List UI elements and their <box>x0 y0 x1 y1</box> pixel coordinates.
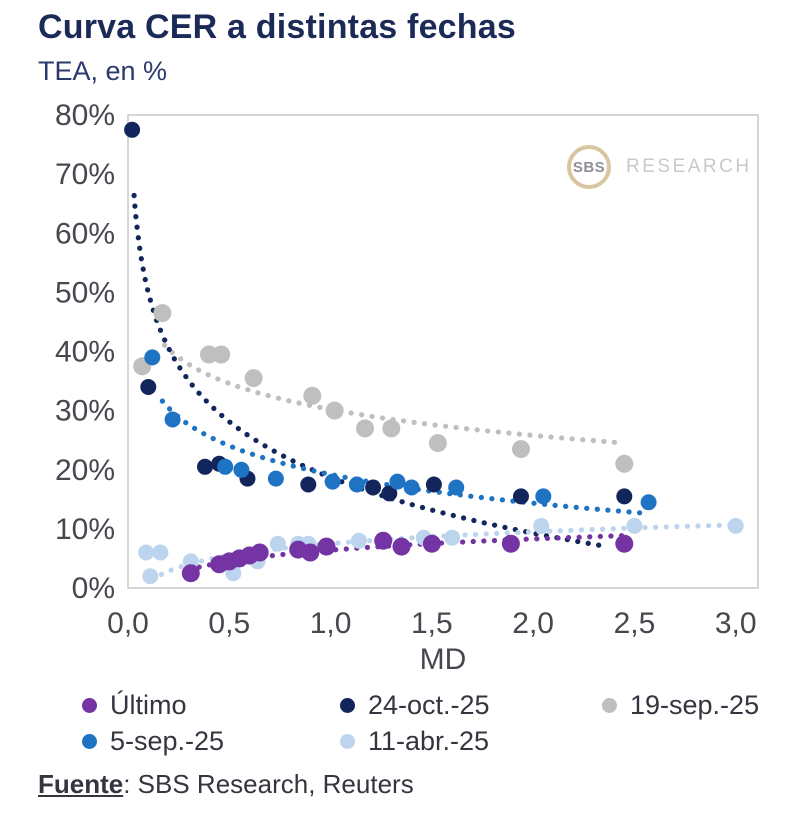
data-point-Último <box>392 537 411 556</box>
data-point-Último <box>374 531 393 550</box>
y-tick-label: 10% <box>55 513 115 546</box>
data-point-19-sep.-25 <box>303 386 322 405</box>
data-point-11-abr.-25 <box>727 517 744 534</box>
data-point-Último <box>301 543 320 562</box>
legend-item-5-sep-25: 5-sep.-25 <box>82 726 340 757</box>
legend-row-2: 5-sep.-25 11-abr.-25 <box>82 723 792 759</box>
data-point-24-oct.-25 <box>140 379 157 395</box>
legend-item-24-oct-25: 24-oct.-25 <box>340 690 602 721</box>
5-sep-25-marker-icon <box>82 733 97 749</box>
data-point-19-sep.-25 <box>615 454 634 473</box>
legend-label-24-oct-25: 24-oct.-25 <box>368 689 490 720</box>
data-point-24-oct.-25 <box>124 121 141 138</box>
legend-label-5-sep-25: 5-sep.-25 <box>110 725 225 756</box>
trendline-11-abr.-25 <box>149 522 743 583</box>
legend-item-19-sep-25: 19-sep.-25 <box>602 690 759 721</box>
sbs-logo-abbr: SBS <box>572 158 606 176</box>
data-point-19-sep.-25 <box>512 440 530 459</box>
data-point-5-sep.-25 <box>403 479 420 496</box>
y-tick-label: 60% <box>55 217 115 250</box>
trendline-19-sep.-25 <box>161 342 621 446</box>
data-point-24-oct.-25 <box>616 488 633 505</box>
legend-item-ultimo: Último <box>82 690 340 721</box>
11-abr-25-marker-icon <box>340 733 355 749</box>
y-tick-label: 0% <box>72 572 115 605</box>
data-point-11-abr.-25 <box>152 544 169 561</box>
x-tick-label: 0,5 <box>208 607 250 640</box>
data-point-Último <box>181 564 200 583</box>
data-point-19-sep.-25 <box>244 369 263 388</box>
legend-label-11-abr-25: 11-abr.-25 <box>368 725 490 756</box>
sbs-research-logo: SBS RESEARCH <box>567 145 752 189</box>
data-point-5-sep.-25 <box>164 411 181 428</box>
page-subtitle: TEA, en % <box>38 56 168 86</box>
data-point-5-sep.-25 <box>448 479 465 496</box>
ultimo-marker-icon <box>82 697 97 713</box>
x-tick-label: 0,0 <box>107 607 149 640</box>
data-point-19-sep.-25 <box>356 419 374 438</box>
x-tick-label: 3,0 <box>715 607 757 640</box>
19-sep-25-marker-icon <box>602 697 617 713</box>
data-point-5-sep.-25 <box>640 494 657 511</box>
x-tick-label: 2,0 <box>512 607 554 640</box>
plot-border <box>127 114 759 589</box>
data-point-19-sep.-25 <box>382 419 401 438</box>
data-point-19-sep.-25 <box>428 434 447 453</box>
data-point-5-sep.-25 <box>535 488 552 505</box>
trendline-5-sep.-25 <box>159 398 652 517</box>
chart-legend: Último 24-oct.-25 19-sep.-25 5-sep.-25 1… <box>82 687 792 759</box>
source-label: Fuente <box>38 769 124 799</box>
data-point-5-sep.-25 <box>348 476 365 493</box>
data-point-11-abr.-25 <box>269 535 286 552</box>
data-point-24-oct.-25 <box>365 479 382 496</box>
data-point-19-sep.-25 <box>212 345 231 364</box>
sbs-logo-ring-icon: SBS <box>567 145 611 189</box>
y-tick-label: 40% <box>55 336 115 369</box>
data-point-24-oct.-25 <box>300 476 317 493</box>
data-point-11-abr.-25 <box>444 529 461 546</box>
data-point-24-oct.-25 <box>381 485 398 502</box>
data-point-19-sep.-25 <box>325 401 344 420</box>
legend-item-11-abr-25: 11-abr.-25 <box>340 726 602 757</box>
x-axis-title: MD <box>420 643 467 676</box>
data-point-Último <box>317 537 336 556</box>
page-title: Curva CER a distintas fechas <box>38 8 516 46</box>
legend-row-1: Último 24-oct.-25 19-sep.-25 <box>82 687 792 723</box>
cer-curve-chart: 0% 10% 20% 30% 40% 50% 60% 70% 80% 0,0 0,5 1,0 1,5 2,… <box>55 100 759 676</box>
data-point-5-sep.-25 <box>267 470 284 487</box>
data-point-Último <box>501 534 520 553</box>
24-oct-25-marker-icon <box>340 697 355 713</box>
sbs-logo-name: RESEARCH <box>626 156 752 177</box>
data-point-Último <box>250 543 269 562</box>
data-point-5-sep.-25 <box>324 473 341 490</box>
data-point-24-oct.-25 <box>197 458 213 475</box>
legend-label-19-sep-25: 19-sep.-25 <box>630 689 760 720</box>
y-tick-label: 70% <box>55 158 115 191</box>
data-point-19-sep.-25 <box>153 304 172 323</box>
y-tick-label: 30% <box>55 395 115 428</box>
x-tick-label: 1,5 <box>411 607 453 640</box>
data-point-24-oct.-25 <box>513 488 529 505</box>
source-text: : SBS Research, Reuters <box>123 769 414 799</box>
y-tick-label: 80% <box>55 100 115 132</box>
data-point-Último <box>615 534 634 553</box>
data-point-11-abr.-25 <box>138 544 155 561</box>
legend-label-ultimo: Último <box>110 689 187 720</box>
source-note: Fuente: SBS Research, Reuters <box>38 769 414 800</box>
data-point-5-sep.-25 <box>144 349 161 366</box>
data-point-5-sep.-25 <box>389 473 406 490</box>
data-point-11-abr.-25 <box>533 517 550 534</box>
data-point-5-sep.-25 <box>233 461 250 478</box>
data-point-11-abr.-25 <box>142 568 159 585</box>
y-tick-label: 20% <box>55 454 115 487</box>
data-point-Último <box>422 534 441 553</box>
data-point-11-abr.-25 <box>350 532 367 549</box>
data-point-24-oct.-25 <box>425 476 442 493</box>
data-point-11-abr.-25 <box>626 517 643 534</box>
x-tick-label: 2,5 <box>614 607 656 640</box>
data-point-5-sep.-25 <box>217 458 234 475</box>
x-tick-label: 1,0 <box>310 607 352 640</box>
y-tick-label: 50% <box>55 276 115 309</box>
